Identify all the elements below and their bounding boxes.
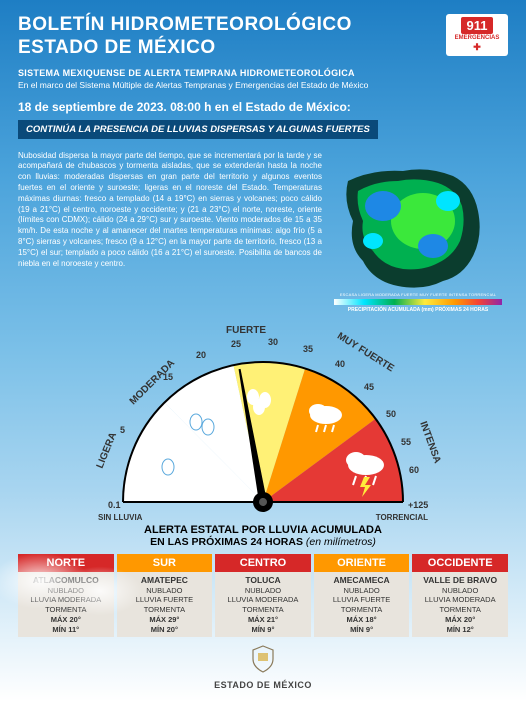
region-min: MÍN 12° xyxy=(414,625,506,635)
tick-0: 0.1 xyxy=(108,500,121,510)
region-oriente: ORIENTE AMECAMECA NUBLADO LLUVIA FUERTE … xyxy=(314,554,410,638)
tick-5: 30 xyxy=(268,337,278,347)
body-row: Nubosidad dispersa la mayor parte del ti… xyxy=(0,145,526,311)
tick-9: 50 xyxy=(386,409,396,419)
title-line2: ESTADO DE MÉXICO xyxy=(18,37,508,60)
tick-1: 5 xyxy=(120,425,125,435)
datetime: 18 de septiembre de 2023. 08:00 h en el … xyxy=(18,100,508,114)
map-legend: ESCASA LIGERA MODERADA FUERTE MUY FUERTE… xyxy=(328,292,508,313)
region-max: MÁX 20° xyxy=(414,615,506,625)
region-centro: CENTRO TOLUCA NUBLADO LLUVIA MODERADA TO… xyxy=(215,554,311,638)
gauge-bottom-right: TORRENCIAL xyxy=(376,513,428,522)
state-shield-icon xyxy=(251,645,275,673)
emergency-number: 911 xyxy=(461,17,494,34)
region-sky: NUBLADO xyxy=(217,586,309,596)
tick-10: 55 xyxy=(401,437,411,447)
tick-7: 40 xyxy=(335,359,345,369)
region-head: ORIENTE xyxy=(314,554,410,572)
cat-fuerte: FUERTE xyxy=(226,325,266,336)
region-storm: TORMENTA xyxy=(316,605,408,615)
title-line1: BOLETÍN HIDROMETEOROLÓGICO xyxy=(18,14,508,37)
region-location: TOLUCA xyxy=(217,575,309,586)
region-storm: TORMENTA xyxy=(217,605,309,615)
emergency-badge: 911 EMERGENCIAS ✚ xyxy=(446,14,508,56)
forecast-text: Nubosidad dispersa la mayor parte del ti… xyxy=(18,151,322,311)
cross-icon: ✚ xyxy=(473,42,481,53)
tick-4: 25 xyxy=(231,339,241,349)
region-sky: NUBLADO xyxy=(316,586,408,596)
legend-title: PRECIPITACIÓN ACUMULADA (mm) PRÓXIMAS 24… xyxy=(328,307,508,313)
tick-3: 20 xyxy=(196,350,206,360)
region-min: MÍN 9° xyxy=(217,625,309,635)
rain-gauge: 0.1 5 15 20 25 30 35 40 45 50 55 60 +125… xyxy=(68,317,458,522)
region-max: MÁX 18° xyxy=(316,615,408,625)
region-rain: LLUVIA FUERTE xyxy=(316,595,408,605)
region-max: MÁX 21° xyxy=(217,615,309,625)
tick-6: 35 xyxy=(303,344,313,354)
alert-headline: CONTINÚA LA PRESENCIA DE LLUVIAS DISPERS… xyxy=(18,120,378,139)
region-min: MÍN 9° xyxy=(316,625,408,635)
gauge-bottom-left: SIN LLUVIA xyxy=(98,513,142,522)
region-location: VALLE DE BRAVO xyxy=(414,575,506,586)
region-rain: LLUVIA MODERADA xyxy=(414,595,506,605)
tick-11: 60 xyxy=(409,465,419,475)
precipitation-map: ESCASA LIGERA MODERADA FUERTE MUY FUERTE… xyxy=(328,151,508,311)
scale-labels: ESCASA LIGERA MODERADA FUERTE MUY FUERTE… xyxy=(328,292,508,297)
caption-unit: (en milímetros) xyxy=(306,536,376,548)
region-head: CENTRO xyxy=(215,554,311,572)
header: 911 EMERGENCIAS ✚ BOLETÍN HIDROMETEOROLÓ… xyxy=(0,0,526,145)
footer: ESTADO DE MÉXICO xyxy=(0,645,526,690)
region-occidente: OCCIDENTE VALLE DE BRAVO NUBLADO LLUVIA … xyxy=(412,554,508,638)
legend-color-bar xyxy=(334,299,502,305)
footer-name: ESTADO DE MÉXICO xyxy=(0,680,526,690)
region-rain: LLUVIA MODERADA xyxy=(217,595,309,605)
region-storm: TORMENTA xyxy=(414,605,506,615)
tick-12: +125 xyxy=(408,500,428,510)
subtitle2: En el marco del Sistema Múltiple de Aler… xyxy=(18,80,508,90)
tick-8: 45 xyxy=(364,382,374,392)
region-sky: NUBLADO xyxy=(414,586,506,596)
region-location: AMECAMECA xyxy=(316,575,408,586)
emergency-label: EMERGENCIAS xyxy=(455,35,500,41)
subtitle: SISTEMA MEXIQUENSE DE ALERTA TEMPRANA HI… xyxy=(18,68,508,78)
region-head: OCCIDENTE xyxy=(412,554,508,572)
